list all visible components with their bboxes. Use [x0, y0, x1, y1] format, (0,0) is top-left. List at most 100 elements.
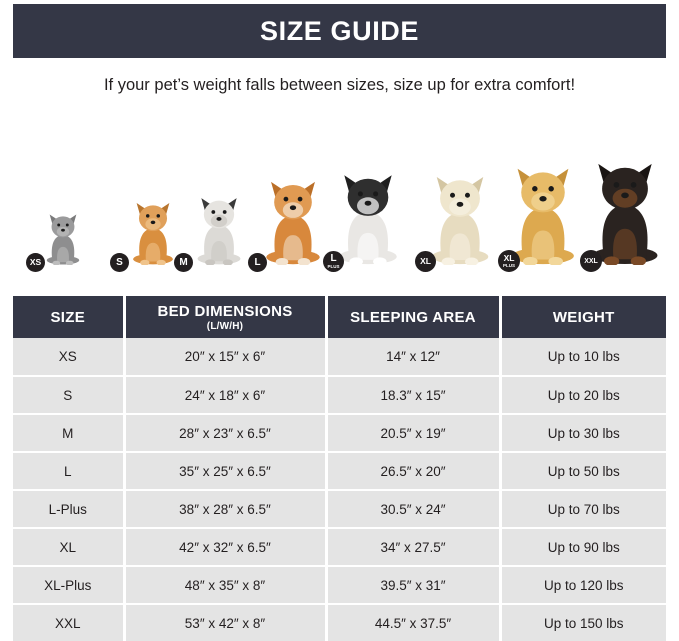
- pet-silhouette-svg: [431, 176, 489, 266]
- column-header-sleeping-area-label: SLEEPING AREA: [350, 308, 476, 326]
- size-badge-sublabel: PLUS: [327, 263, 340, 269]
- table-row: S 24″ x 18″ x 6″ 18.3″ x 15″ Up to 20 lbs: [13, 376, 666, 415]
- bed-dimensions-cell: 20″ x 15″ x 6″: [124, 338, 328, 377]
- pet-silhouette-svg: [339, 175, 397, 266]
- size-badge-label: L: [330, 252, 337, 264]
- bed-dimensions-cell: 28″ x 23″ x 6.5″: [124, 414, 328, 453]
- size-badge: XL: [415, 251, 436, 272]
- bed-dimensions-cell: 42″ x 32″ x 6.5″: [124, 528, 328, 567]
- size-badge: XS: [26, 253, 45, 272]
- size-badge: L: [248, 253, 267, 272]
- column-header-size-label: SIZE: [50, 308, 86, 326]
- size-cell: XL-Plus: [13, 566, 126, 605]
- size-cell: S: [13, 376, 126, 415]
- pet-silhouette-svg: [592, 163, 658, 266]
- table-row: L 35″ x 25″ x 6.5″ 26.5″ x 20″ Up to 50 lbs: [13, 452, 666, 491]
- size-cell: M: [13, 414, 126, 453]
- pet-silhouette-svg: [133, 203, 173, 266]
- sleeping-area-cell: 20.5″ x 19″: [326, 414, 502, 453]
- size-badge: XL PLUS: [498, 250, 520, 272]
- sleeping-area-cell: 18.3″ x 15″: [326, 376, 502, 415]
- table-row: XL-Plus 48″ x 35″ x 8″ 39.5″ x 31″ Up to 12…: [13, 566, 666, 605]
- table-row: XL 42″ x 32″ x 6.5″ 34″ x 27.5″ Up to 90 lb…: [13, 528, 666, 567]
- sleeping-area-cell: 34″ x 27.5″: [326, 528, 502, 567]
- size-cell: L-Plus: [13, 490, 126, 529]
- pet-silhouette-svg: [197, 198, 241, 266]
- size-badge-label: XS: [29, 257, 42, 268]
- column-header-bed-dimensions-label: BED DIMENSIONS: [157, 302, 293, 320]
- table-row: XXL 53″ x 42″ x 8″ 44.5″ x 37.5″ Up to 150 …: [13, 604, 666, 641]
- animal-photo-pomeranian-dog-sitting: [124, 189, 183, 270]
- bed-dimensions-cell: 35″ x 25″ x 6.5″: [124, 452, 328, 491]
- animal-size-cell: XL PLUS: [498, 146, 588, 274]
- animal-size-cell: XS: [18, 202, 108, 274]
- pet-silhouette-svg: [512, 168, 574, 266]
- size-badge-label: XL: [420, 256, 431, 267]
- size-badge-label: L: [254, 256, 261, 268]
- table-row: L-Plus 38″ x 28″ x 6.5″ 30.5″ x 24″ Up to 7…: [13, 490, 666, 529]
- sleeping-area-cell: 30.5″ x 24″: [326, 490, 502, 529]
- header-bar: SIZE GUIDE: [13, 4, 666, 58]
- table-body: XS 20″ x 15″ x 6″ 14″ x 12″ Up to 10 lbs S 24…: [13, 338, 666, 641]
- weight-cell: Up to 90 lbs: [500, 528, 666, 567]
- animal-size-cell: S: [108, 188, 198, 274]
- bed-dimensions-cell: 24″ x 18″ x 6″: [124, 376, 328, 415]
- animal-size-illustration-row: XS S M: [13, 132, 666, 274]
- size-badge: XXL: [580, 250, 602, 272]
- animal-photo-french-bulldog-sitting: [187, 183, 251, 270]
- weight-cell: Up to 30 lbs: [500, 414, 666, 453]
- sleeping-area-cell: 26.5″ x 20″: [326, 452, 502, 491]
- column-header-bed-dimensions: BED DIMENSIONS (L/W/H): [124, 296, 328, 338]
- size-guide-table: SIZE BED DIMENSIONS (L/W/H) SLEEPING ARE…: [13, 296, 666, 641]
- animal-size-cell: XL: [415, 156, 505, 274]
- sleeping-area-cell: 39.5″ x 31″: [326, 566, 502, 605]
- weight-cell: Up to 20 lbs: [500, 376, 666, 415]
- animal-photo-shiba-inu-dog-sitting: [253, 163, 333, 270]
- column-header-weight-label: WEIGHT: [552, 308, 615, 326]
- animal-size-cell: L: [248, 162, 338, 274]
- size-cell: L: [13, 452, 126, 491]
- weight-cell: Up to 10 lbs: [500, 338, 666, 377]
- size-badge: M: [174, 253, 193, 272]
- animal-size-cell: L PLUS: [323, 154, 413, 274]
- size-cell: XL: [13, 528, 126, 567]
- bed-dimensions-cell: 38″ x 28″ x 6.5″: [124, 490, 328, 529]
- column-header-weight: WEIGHT: [500, 296, 666, 338]
- size-badge-label: XL: [503, 253, 515, 263]
- size-badge-label: M: [179, 256, 188, 268]
- weight-cell: Up to 120 lbs: [500, 566, 666, 605]
- column-header-bed-dimensions-sub: (L/W/H): [206, 320, 244, 332]
- size-badge: L PLUS: [323, 251, 344, 272]
- size-cell: XS: [13, 338, 126, 377]
- animal-photo-gray-tabby-cat-sitting: [39, 203, 87, 270]
- page-title: SIZE GUIDE: [259, 15, 420, 46]
- animal-photo-yellow-labrador-dog-sitting: [418, 157, 502, 270]
- table-row: M 28″ x 23″ x 6.5″ 20.5″ x 19″ Up to 30 lbs: [13, 414, 666, 453]
- weight-cell: Up to 70 lbs: [500, 490, 666, 529]
- animal-size-cell: XXL: [580, 140, 670, 274]
- column-header-size: SIZE: [13, 296, 126, 338]
- weight-cell: Up to 50 lbs: [500, 452, 666, 491]
- weight-cell: Up to 150 lbs: [500, 604, 666, 641]
- animal-photo-border-collie-dog-sitting: [325, 155, 411, 270]
- sleeping-area-cell: 14″ x 12″: [326, 338, 502, 377]
- table-header: SIZE BED DIMENSIONS (L/W/H) SLEEPING ARE…: [13, 296, 666, 338]
- size-badge-sublabel: PLUS: [502, 262, 515, 268]
- size-badge-label: S: [116, 256, 123, 268]
- size-badge: S: [110, 253, 129, 272]
- animal-size-cell: M: [174, 182, 264, 274]
- table-header-row: SIZE BED DIMENSIONS (L/W/H) SLEEPING ARE…: [13, 296, 666, 338]
- animal-photo-doberman-dog-sitting: [577, 141, 674, 270]
- subtitle-note: If your pet’s weight falls between sizes…: [103, 76, 576, 94]
- pet-silhouette-svg: [46, 214, 80, 266]
- bed-dimensions-cell: 53″ x 42″ x 8″: [124, 604, 328, 641]
- size-cell: XXL: [13, 604, 126, 641]
- column-header-sleeping-area: SLEEPING AREA: [326, 296, 502, 338]
- table-row: XS 20″ x 15″ x 6″ 14″ x 12″ Up to 10 lbs: [13, 338, 666, 377]
- size-badge-label: XXL: [584, 257, 598, 265]
- pet-silhouette-svg: [266, 181, 320, 266]
- sleeping-area-cell: 44.5″ x 37.5″: [326, 604, 502, 641]
- animal-photo-golden-retriever-dog-sitting: [497, 147, 589, 270]
- bed-dimensions-cell: 48″ x 35″ x 8″: [124, 566, 328, 605]
